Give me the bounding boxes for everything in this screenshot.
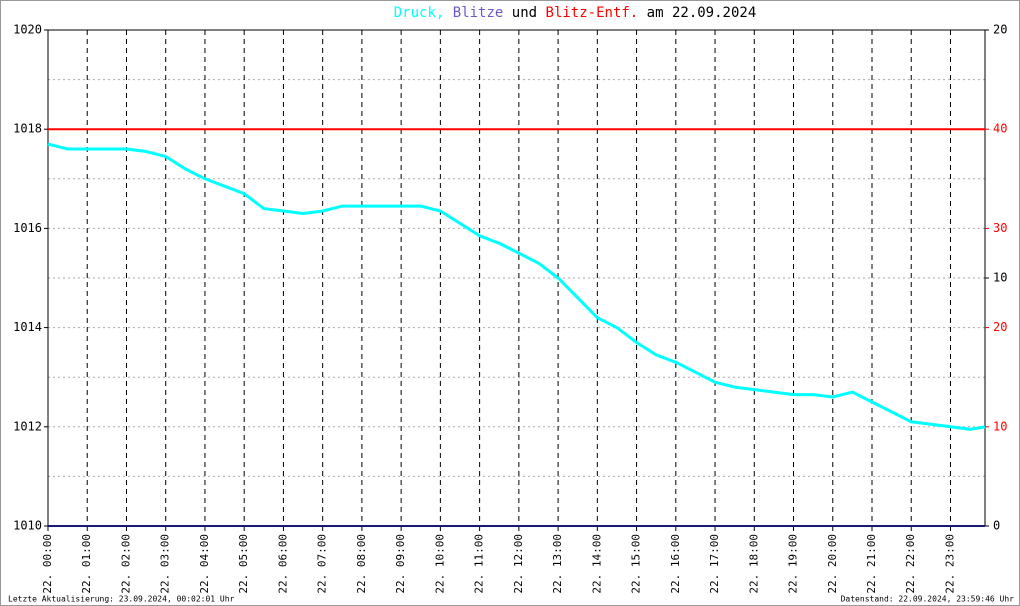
x-tick-label: 22. 17:00 [708, 534, 721, 594]
title-part: Blitz-Entf. [546, 5, 639, 21]
x-tick-label: 22. 23:00 [943, 534, 956, 594]
y-tick-label: 1010 [13, 519, 42, 533]
y2-tick-label: 20 [993, 23, 1007, 37]
chart-title: Druck, Blitze und Blitz-Entf. am 22.09.2… [394, 5, 757, 21]
x-tick-label: 22. 22:00 [904, 534, 917, 594]
x-tick-label: 22. 06:00 [276, 534, 289, 594]
x-tick-label: 22. 11:00 [473, 534, 486, 594]
series-line [47, 142, 986, 431]
x-tick-label: 22. 01:00 [80, 534, 93, 594]
y-tick-label: 1012 [13, 419, 42, 433]
y3-tick-label: 30 [993, 221, 1007, 235]
x-tick-label: 22. 20:00 [826, 534, 839, 594]
footer-left: Letzte Aktualisierung: 23.09.2024, 00:02… [8, 595, 235, 604]
x-tick-label: 22. 05:00 [237, 534, 250, 594]
x-tick-label: 22. 15:00 [630, 534, 643, 594]
x-tick-label: 22. 03:00 [159, 534, 172, 594]
x-tick-label: 22. 04:00 [198, 534, 211, 594]
title-part: Blitze [453, 5, 504, 21]
y2-tick-label: 10 [993, 271, 1007, 285]
y-tick-label: 1014 [13, 320, 42, 334]
y-tick-label: 1020 [13, 23, 42, 37]
footer-right: Datenstand: 22.09.2024, 23:59:46 Uhr [841, 595, 1015, 604]
title-part: Druck, [394, 5, 445, 21]
y3-tick-label: 40 [993, 122, 1007, 136]
x-tick-label: 22. 21:00 [865, 534, 878, 594]
x-tick-label: 22. 12:00 [512, 534, 525, 594]
y2-tick-label: 0 [993, 519, 1000, 533]
title-part: am 22.09.2024 [647, 5, 757, 21]
y3-tick-label: 10 [993, 419, 1007, 433]
y-tick-label: 1018 [13, 122, 42, 136]
x-tick-label: 22. 00:00 [41, 534, 54, 594]
x-tick-label: 22. 02:00 [119, 534, 132, 594]
y-tick-label: 1016 [13, 221, 42, 235]
x-tick-label: 22. 14:00 [590, 534, 603, 594]
y3-tick-label: 20 [993, 320, 1007, 334]
x-tick-label: 22. 13:00 [551, 534, 564, 594]
title-part: und [512, 5, 537, 21]
x-tick-label: 22. 09:00 [394, 534, 407, 594]
x-tick-label: 22. 07:00 [316, 534, 329, 594]
x-tick-label: 22. 16:00 [669, 534, 682, 594]
x-tick-label: 22. 08:00 [355, 534, 368, 594]
x-tick-label: 22. 19:00 [787, 534, 800, 594]
x-tick-label: 22. 10:00 [433, 534, 446, 594]
x-tick-label: 22. 18:00 [747, 534, 760, 594]
